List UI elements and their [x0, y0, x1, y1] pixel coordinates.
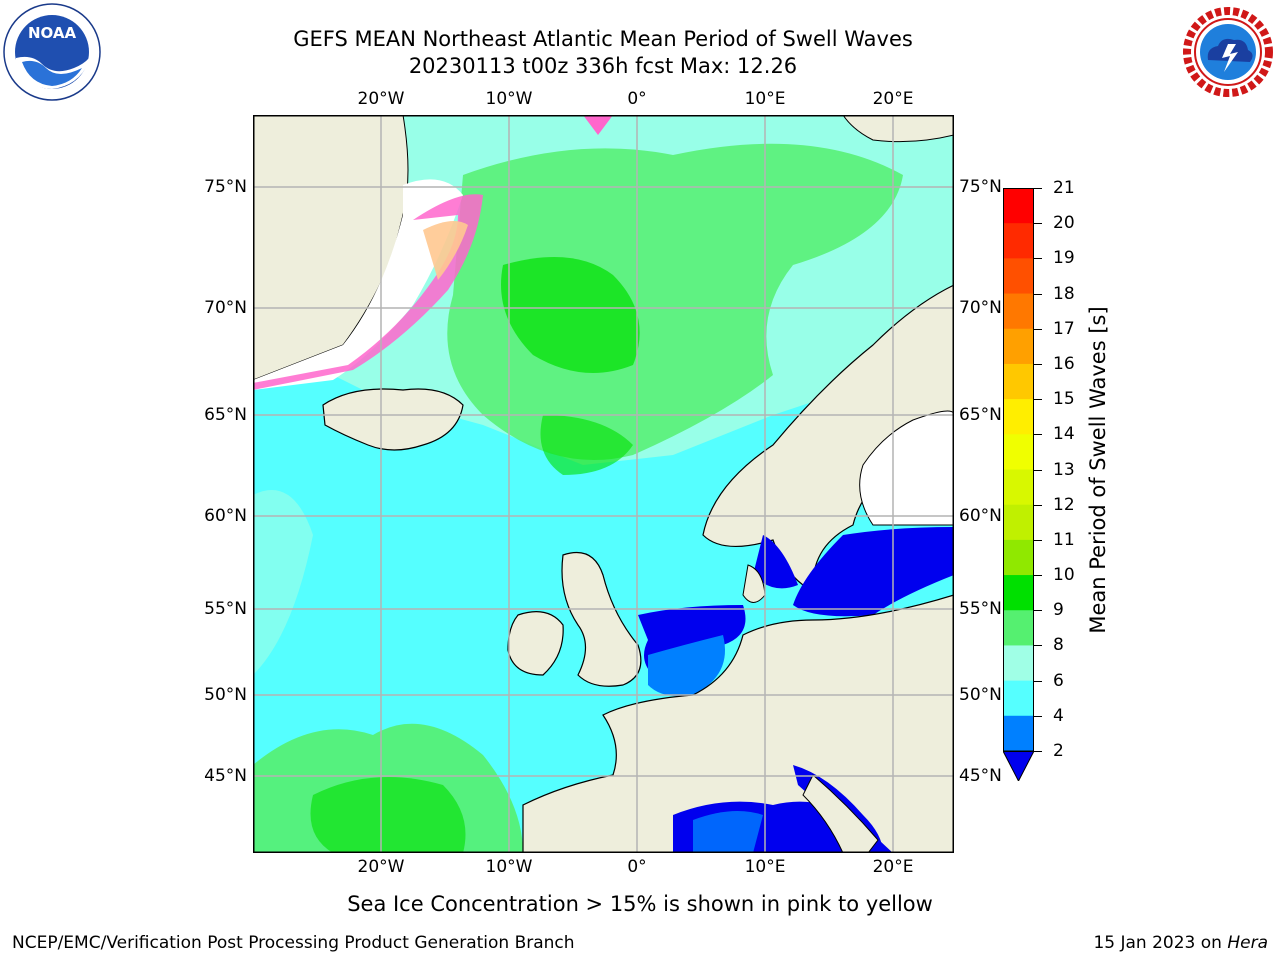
lat-label-70n-right: 70°N: [959, 298, 1002, 318]
colorbar-band: [1003, 223, 1034, 259]
footer-date: 15 Jan 2023 on: [1093, 933, 1222, 953]
colorbar-tick-mark: [1034, 504, 1042, 506]
colorbar-tick-label: 4: [1053, 705, 1064, 726]
colorbar-tick-label: 8: [1053, 635, 1064, 656]
lon-label-10w-top: 10°W: [485, 89, 533, 109]
colorbar-band: [1003, 645, 1034, 682]
colorbar-tick-label: 20: [1053, 213, 1075, 234]
colorbar-tick-label: 15: [1053, 389, 1075, 410]
colorbar-band: [1003, 469, 1034, 506]
lon-label-20w-bottom: 20°W: [357, 857, 405, 877]
colorbar-tick-mark: [1034, 223, 1042, 225]
colorbar-tick-mark: [1034, 258, 1042, 260]
lat-label-45n-right: 45°N: [959, 766, 1002, 786]
colorbar-tick-mark: [1034, 539, 1042, 541]
swell-period-map: [253, 115, 954, 853]
lon-label-20e-bottom: 20°E: [872, 857, 914, 877]
lat-label-55n-left: 55°N: [204, 599, 247, 619]
colorbar-tick-label: 16: [1053, 353, 1075, 374]
colorbar-tick-label: 18: [1053, 283, 1075, 304]
colorbar-tick-label: 11: [1053, 529, 1075, 550]
lon-label-0-top: 0°: [627, 89, 647, 109]
colorbar-tick-label: 21: [1053, 178, 1075, 198]
colorbar-tick-mark: [1034, 715, 1042, 717]
lat-label-65n-left: 65°N: [204, 405, 247, 425]
lon-label-0-bottom: 0°: [627, 857, 647, 877]
noaa-logo: NOAA: [3, 3, 101, 101]
lat-label-70n-left: 70°N: [204, 298, 247, 318]
lat-label-55n-right: 55°N: [959, 599, 1002, 619]
chart-title: GEFS MEAN Northeast Atlantic Mean Period…: [293, 27, 913, 51]
colorbar-band: [1003, 680, 1034, 717]
colorbar-tick-mark: [1034, 680, 1042, 682]
lon-label-10e-bottom: 10°E: [744, 857, 786, 877]
colorbar-band: [1003, 575, 1034, 611]
colorbar-tick-label: 17: [1053, 318, 1075, 339]
chart-subtitle-run: 20230113 t00z 336h fcst Max: 12.26: [408, 54, 798, 78]
colorbar-band: [1003, 188, 1034, 224]
colorbar-tick-label: 14: [1053, 424, 1075, 445]
colorbar-band: [1003, 434, 1034, 470]
colorbar-tick-mark: [1034, 399, 1042, 401]
sea-ice-note: Sea Ice Concentration > 15% is shown in …: [347, 892, 933, 916]
colorbar-tick-mark: [1034, 469, 1042, 471]
lat-label-60n-right: 60°N: [959, 506, 1002, 526]
lat-label-45n-left: 45°N: [204, 766, 247, 786]
colorbar-tick-mark: [1034, 434, 1042, 436]
colorbar-tick-mark: [1034, 328, 1042, 330]
colorbar-band: [1003, 399, 1034, 435]
footer-credit: NCEP/EMC/Verification Post Processing Pr…: [12, 933, 575, 953]
colorbar-tick-label: 13: [1053, 459, 1075, 480]
lon-label-20e-top: 20°E: [872, 89, 914, 109]
colorbar-tick-mark: [1034, 363, 1042, 365]
colorbar-tick-mark: [1034, 293, 1042, 295]
footer-host: Hera: [1227, 933, 1268, 953]
colorbar-tick-label: 9: [1053, 600, 1064, 621]
colorbar-band: [1003, 293, 1034, 330]
lon-label-10w-bottom: 10°W: [485, 857, 533, 877]
colorbar-tick-label: 2: [1053, 741, 1064, 761]
lon-label-20w-top: 20°W: [357, 89, 405, 109]
lat-label-50n-left: 50°N: [204, 685, 247, 705]
noaa-logo-text: NOAA: [28, 24, 77, 42]
colorbar-tick-mark: [1034, 751, 1042, 752]
nws-logo: [1181, 5, 1275, 99]
colorbar-band: [1003, 539, 1034, 576]
colorbar-tick-mark: [1034, 610, 1042, 612]
footer-timestamp: 15 Jan 2023 on Hera: [1093, 933, 1268, 953]
lat-label-60n-left: 60°N: [204, 506, 247, 526]
colorbar-title: Mean Period of Swell Waves [s]: [1086, 306, 1110, 634]
colorbar-band: [1003, 610, 1034, 646]
lat-label-75n-left: 75°N: [204, 177, 247, 197]
colorbar-tick-label: 10: [1053, 565, 1075, 586]
colorbar-band: [1003, 328, 1034, 365]
lat-label-65n-right: 65°N: [959, 405, 1002, 425]
lat-label-75n-right: 75°N: [959, 177, 1002, 197]
colorbar-tick-label: 12: [1053, 494, 1075, 515]
colorbar-band: [1003, 363, 1034, 400]
colorbar: [1003, 188, 1034, 781]
colorbar-tick-label: 19: [1053, 248, 1075, 269]
colorbar-band: [1003, 258, 1034, 295]
colorbar-band: [1003, 715, 1034, 751]
colorbar-tick-mark: [1034, 188, 1042, 189]
lon-label-10e-top: 10°E: [744, 89, 786, 109]
colorbar-tick-mark: [1034, 645, 1042, 647]
lat-label-50n-right: 50°N: [959, 685, 1002, 705]
colorbar-band: [1003, 504, 1034, 541]
colorbar-tick-label: 6: [1053, 670, 1064, 691]
colorbar-tick-mark: [1034, 575, 1042, 577]
